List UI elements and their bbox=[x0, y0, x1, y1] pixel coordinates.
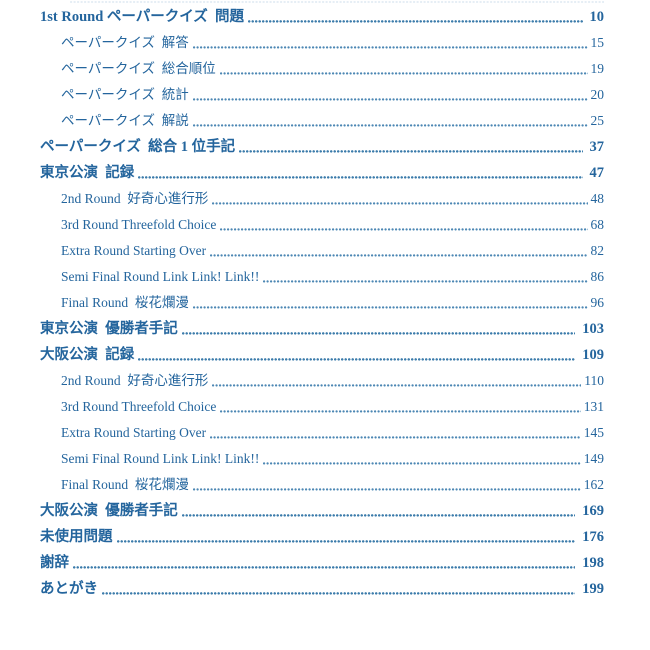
toc-entry[interactable]: Semi Final Round Link Link! Link!! 149 bbox=[61, 446, 604, 472]
dot-leader bbox=[192, 488, 581, 491]
toc-entry-title: ペーパークイズ 統計 bbox=[61, 87, 189, 102]
toc-entry-title: Final Round 桜花爛漫 bbox=[61, 477, 189, 492]
toc-entry-title: Extra Round Starting Over bbox=[61, 425, 207, 440]
dot-leader bbox=[212, 384, 582, 387]
dot-leader bbox=[210, 254, 588, 257]
dot-leader bbox=[220, 410, 581, 413]
dot-leader bbox=[138, 358, 576, 361]
toc-entry-title: 謝辞 bbox=[40, 555, 69, 571]
dot-leader bbox=[192, 46, 588, 49]
toc-entry-title: 3rd Round Threefold Choice bbox=[61, 217, 217, 232]
toc-entry-page-number: 149 bbox=[583, 451, 604, 466]
toc-entry-page-number: 110 bbox=[584, 373, 604, 388]
toc-entry-title: 大阪公演 優勝者手記 bbox=[40, 503, 178, 519]
table-of-contents: 1st Round ペーパークイズ 問題 10 ペーパークイズ 解答 15 ペー… bbox=[0, 4, 650, 602]
toc-entry-page-number: 96 bbox=[590, 295, 605, 310]
toc-entry-title: 1st Round ペーパークイズ 問題 bbox=[40, 9, 245, 25]
toc-entry-page-number: 169 bbox=[582, 503, 604, 519]
dot-leader bbox=[116, 540, 576, 543]
dot-leader bbox=[263, 280, 588, 283]
toc-entry[interactable]: Final Round 桜花爛漫 162 bbox=[61, 472, 604, 498]
toc-entry-page-number: 198 bbox=[582, 555, 604, 571]
dot-leader bbox=[219, 72, 588, 75]
toc-entry[interactable]: Extra Round Starting Over 82 bbox=[61, 238, 604, 264]
toc-entry-title: ペーパークイズ 解説 bbox=[61, 113, 189, 128]
toc-entry-title: Semi Final Round Link Link! Link!! bbox=[61, 269, 260, 284]
dot-leader bbox=[192, 98, 588, 101]
toc-entry-page-number: 20 bbox=[590, 87, 605, 102]
toc-entry-title: 未使用問題 bbox=[40, 529, 113, 545]
toc-entry-title: 東京公演 優勝者手記 bbox=[40, 321, 178, 337]
toc-entry[interactable]: Semi Final Round Link Link! Link!! 86 bbox=[61, 264, 604, 290]
toc-entry[interactable]: ペーパークイズ 解答 15 bbox=[61, 30, 604, 56]
toc-entry[interactable]: 東京公演 記録 47 bbox=[40, 160, 604, 186]
toc-entry-page-number: 15 bbox=[590, 35, 605, 50]
toc-entry-page-number: 131 bbox=[583, 399, 604, 414]
toc-entry[interactable]: ペーパークイズ 統計 20 bbox=[61, 82, 604, 108]
toc-entry[interactable]: 大阪公演 記録 109 bbox=[40, 342, 604, 368]
cropped-line-remnant bbox=[70, 1, 604, 3]
toc-entry-page-number: 109 bbox=[582, 347, 604, 363]
dot-leader bbox=[210, 436, 581, 439]
toc-entry-page-number: 176 bbox=[582, 529, 604, 545]
toc-entry-title: Final Round 桜花爛漫 bbox=[61, 295, 189, 310]
dot-leader bbox=[181, 514, 576, 517]
toc-entry-title: 東京公演 記録 bbox=[40, 165, 135, 181]
toc-entry-title: 3rd Round Threefold Choice bbox=[61, 399, 217, 414]
toc-entry-title: 大阪公演 記録 bbox=[40, 347, 135, 363]
toc-entry[interactable]: ペーパークイズ 総合 1 位手記 37 bbox=[40, 134, 604, 160]
dot-leader bbox=[138, 176, 583, 179]
toc-entry-page-number: 10 bbox=[589, 9, 605, 25]
toc-entry-page-number: 19 bbox=[590, 61, 605, 76]
dot-leader bbox=[248, 20, 583, 23]
toc-entry-page-number: 162 bbox=[583, 477, 604, 492]
toc-entry[interactable]: Extra Round Starting Over 145 bbox=[61, 420, 604, 446]
toc-entry-page-number: 199 bbox=[582, 581, 604, 597]
dot-leader bbox=[181, 332, 576, 335]
dot-leader bbox=[102, 592, 576, 595]
toc-entry[interactable]: 大阪公演 優勝者手記 169 bbox=[40, 498, 604, 524]
toc-entry[interactable]: 未使用問題 176 bbox=[40, 524, 604, 550]
dot-leader bbox=[239, 150, 583, 153]
toc-entry[interactable]: Final Round 桜花爛漫 96 bbox=[61, 290, 604, 316]
toc-entry-page-number: 86 bbox=[590, 269, 605, 284]
toc-entry-title: 2nd Round 好奇心進行形 bbox=[61, 373, 209, 388]
toc-entry-title: ペーパークイズ 総合順位 bbox=[61, 61, 216, 76]
toc-entry[interactable]: 3rd Round Threefold Choice 131 bbox=[61, 394, 604, 420]
toc-entry-page-number: 82 bbox=[590, 243, 605, 258]
dot-leader bbox=[263, 462, 581, 465]
toc-entry-title: あとがき bbox=[40, 581, 98, 597]
toc-entry-page-number: 103 bbox=[582, 321, 604, 337]
dot-leader bbox=[73, 566, 576, 569]
toc-entry[interactable]: ペーパークイズ 総合順位 19 bbox=[61, 56, 604, 82]
toc-entry[interactable]: 3rd Round Threefold Choice 68 bbox=[61, 212, 604, 238]
toc-entry-title: ペーパークイズ 総合 1 位手記 bbox=[40, 139, 236, 155]
toc-entry-page-number: 47 bbox=[589, 165, 605, 181]
toc-entry[interactable]: 東京公演 優勝者手記 103 bbox=[40, 316, 604, 342]
toc-entry[interactable]: 2nd Round 好奇心進行形 48 bbox=[61, 186, 604, 212]
toc-entry-page-number: 48 bbox=[590, 191, 605, 206]
toc-entry[interactable]: あとがき 199 bbox=[40, 576, 604, 602]
toc-entry-page-number: 37 bbox=[589, 139, 605, 155]
toc-entry-title: ペーパークイズ 解答 bbox=[61, 35, 189, 50]
toc-entry-page-number: 25 bbox=[590, 113, 605, 128]
dot-leader bbox=[192, 306, 588, 309]
toc-entry[interactable]: ペーパークイズ 解説 25 bbox=[61, 108, 604, 134]
toc-entry[interactable]: 謝辞 198 bbox=[40, 550, 604, 576]
toc-entry-title: Semi Final Round Link Link! Link!! bbox=[61, 451, 260, 466]
toc-entry[interactable]: 2nd Round 好奇心進行形 110 bbox=[61, 368, 604, 394]
toc-entry-page-number: 68 bbox=[590, 217, 605, 232]
dot-leader bbox=[192, 124, 588, 127]
toc-entry-title: Extra Round Starting Over bbox=[61, 243, 207, 258]
toc-entry-page-number: 145 bbox=[583, 425, 604, 440]
dot-leader bbox=[220, 228, 588, 231]
toc-entry[interactable]: 1st Round ペーパークイズ 問題 10 bbox=[40, 4, 604, 30]
dot-leader bbox=[212, 202, 588, 205]
toc-entry-title: 2nd Round 好奇心進行形 bbox=[61, 191, 209, 206]
